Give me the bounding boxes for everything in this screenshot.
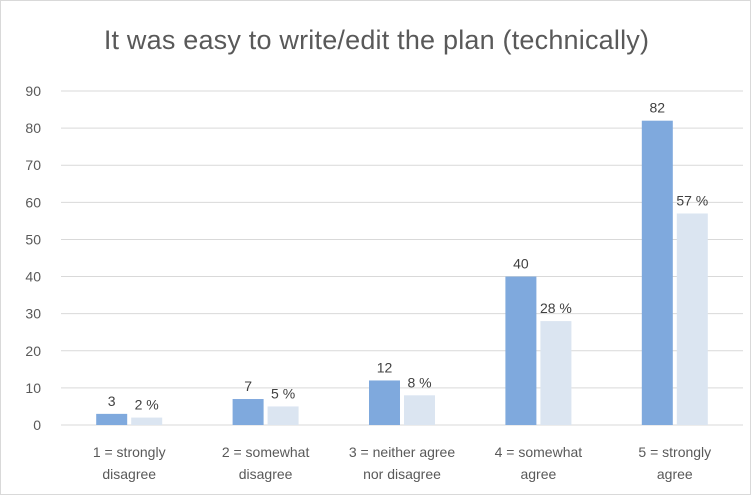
data-label-series-2: 2 %	[135, 397, 159, 413]
y-tick-label: 50	[25, 231, 41, 247]
y-axis-ticks: 0 10 20 30 40 50 60 70 80 90	[25, 83, 41, 433]
x-axis-categories: 1 = strongly disagree 2 = somewhat disagree…	[93, 444, 711, 482]
bar-series-1	[505, 276, 537, 425]
bar-series-2	[404, 395, 435, 425]
data-label-series-1: 7	[244, 378, 252, 394]
data-label-series-2: 57 %	[676, 192, 708, 208]
category-label: disagree	[102, 466, 156, 482]
data-label-series-1: 40	[513, 256, 529, 272]
bar-series-2	[540, 321, 572, 425]
bar-series-2	[267, 406, 299, 425]
bar-series-1	[232, 399, 264, 425]
gridlines	[61, 90, 743, 426]
y-tick-label: 60	[25, 194, 41, 210]
category-label: 1 = strongly	[93, 444, 166, 460]
data-label-series-2: 28 %	[540, 300, 572, 316]
bar-series-1	[641, 120, 673, 425]
data-label-series-1: 3	[108, 393, 116, 409]
y-tick-label: 0	[33, 417, 41, 433]
bar-series-1	[96, 413, 128, 425]
chart-title: It was easy to write/edit the plan (tech…	[103, 25, 650, 55]
category-label: nor disagree	[363, 466, 441, 482]
bar-series-1	[369, 380, 400, 425]
y-tick-label: 80	[25, 120, 41, 136]
data-label-series-1: 82	[650, 100, 666, 116]
y-tick-label: 10	[25, 380, 41, 396]
category-label: disagree	[239, 466, 293, 482]
bars	[96, 120, 708, 425]
data-label-series-2: 8 %	[407, 374, 431, 390]
category-label: agree	[657, 466, 693, 482]
y-tick-label: 20	[25, 343, 41, 359]
bar-series-2	[131, 417, 163, 425]
category-label: agree	[520, 466, 556, 482]
data-label-series-1: 12	[377, 359, 393, 375]
y-tick-label: 90	[25, 83, 41, 99]
y-tick-label: 40	[25, 269, 41, 285]
data-label-series-2: 5 %	[271, 385, 295, 401]
bar-series-2	[676, 213, 708, 425]
y-tick-label: 70	[25, 157, 41, 173]
category-label: 4 = somewhat	[495, 444, 583, 460]
y-tick-label: 30	[25, 306, 41, 322]
category-label: 5 = strongly	[638, 444, 711, 460]
category-label: 3 = neither agree	[349, 444, 455, 460]
data-labels: 3 2 % 7 5 % 12 8 % 40 28 % 82 57 %	[108, 100, 708, 413]
category-label: 2 = somewhat	[222, 444, 310, 460]
